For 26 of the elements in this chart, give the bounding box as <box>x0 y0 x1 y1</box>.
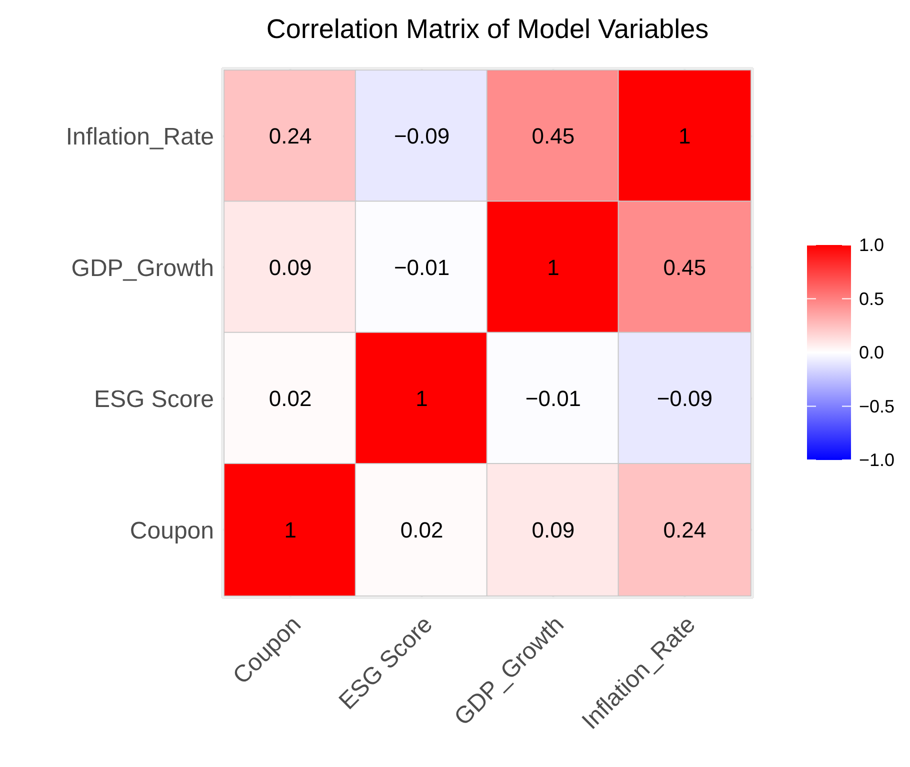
data-label: −0.01 <box>394 254 450 280</box>
data-label: 1 <box>678 124 691 149</box>
data-label: 0.45 <box>663 254 706 280</box>
color-bar-label: 1.0 <box>859 235 884 255</box>
color-bar-label: −1.0 <box>859 450 895 470</box>
data-label: 0.02 <box>268 386 312 412</box>
data-label: −0.01 <box>525 386 582 412</box>
color-bar-label: −0.5 <box>859 396 895 416</box>
data-label: 0.45 <box>532 124 575 149</box>
data-label: 0.09 <box>532 517 575 542</box>
data-label: 1 <box>416 386 428 412</box>
color-bar-label: 0.5 <box>859 288 884 309</box>
y-tick-label: Inflation_Rate <box>66 124 214 151</box>
data-label: 0.09 <box>268 254 312 280</box>
y-tick-label: Coupon <box>130 517 214 544</box>
color-bar-label: 0.0 <box>859 342 884 362</box>
data-label: −0.09 <box>394 124 450 149</box>
chart-title: Correlation Matrix of Model Variables <box>265 14 710 45</box>
data-label: −0.09 <box>656 386 712 412</box>
data-label: 0.24 <box>268 124 312 149</box>
data-label: 0.24 <box>663 517 706 542</box>
data-label: 0.02 <box>400 517 444 542</box>
data-label: 1 <box>284 517 296 542</box>
y-tick-label: GDP_Growth <box>71 254 214 282</box>
y-tick-label: ESG Score <box>94 386 214 414</box>
data-label: 1 <box>547 254 560 280</box>
